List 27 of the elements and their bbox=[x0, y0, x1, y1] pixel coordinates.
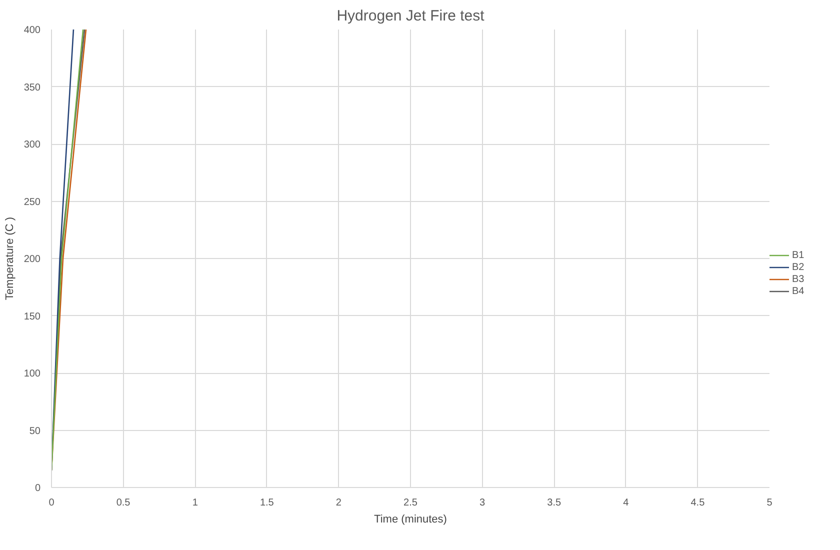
y-tick-label: 250 bbox=[24, 196, 41, 208]
x-tick-label: 3 bbox=[480, 498, 486, 508]
y-tick-label: 0 bbox=[34, 483, 41, 494]
chart-title: Hydrogen Jet Fire test bbox=[336, 8, 486, 24]
x-tick-label: 0 bbox=[48, 498, 55, 508]
x-tick-label: 2 bbox=[336, 498, 342, 508]
legend-label: B2 bbox=[792, 261, 806, 273]
x-tick-label: 5 bbox=[766, 498, 773, 508]
x-tick-label: 1.5 bbox=[260, 498, 274, 508]
y-axis-title: Temperature (C ) bbox=[4, 216, 16, 300]
y-tick-label: 50 bbox=[29, 426, 41, 437]
y-tick-label: 400 bbox=[24, 25, 41, 36]
y-tick-label: 100 bbox=[24, 368, 41, 380]
x-tick-label: 3.5 bbox=[547, 498, 562, 508]
x-tick-label: 4 bbox=[623, 498, 630, 508]
y-tick-label: 150 bbox=[24, 311, 41, 322]
legend-label: B4 bbox=[792, 285, 806, 297]
x-tick-label: 1 bbox=[192, 498, 198, 508]
legend-label: B3 bbox=[792, 273, 806, 285]
x-tick-label: 2.5 bbox=[404, 498, 418, 508]
x-axis-title: Time (minutes) bbox=[374, 514, 447, 526]
legend-label: B1 bbox=[792, 249, 806, 261]
x-tick-label: 4.5 bbox=[690, 498, 706, 508]
x-tick-label: 0.5 bbox=[116, 498, 131, 508]
y-tick-label: 200 bbox=[24, 254, 41, 265]
y-tick-label: 350 bbox=[24, 82, 41, 94]
y-tick-label: 300 bbox=[24, 140, 41, 150]
